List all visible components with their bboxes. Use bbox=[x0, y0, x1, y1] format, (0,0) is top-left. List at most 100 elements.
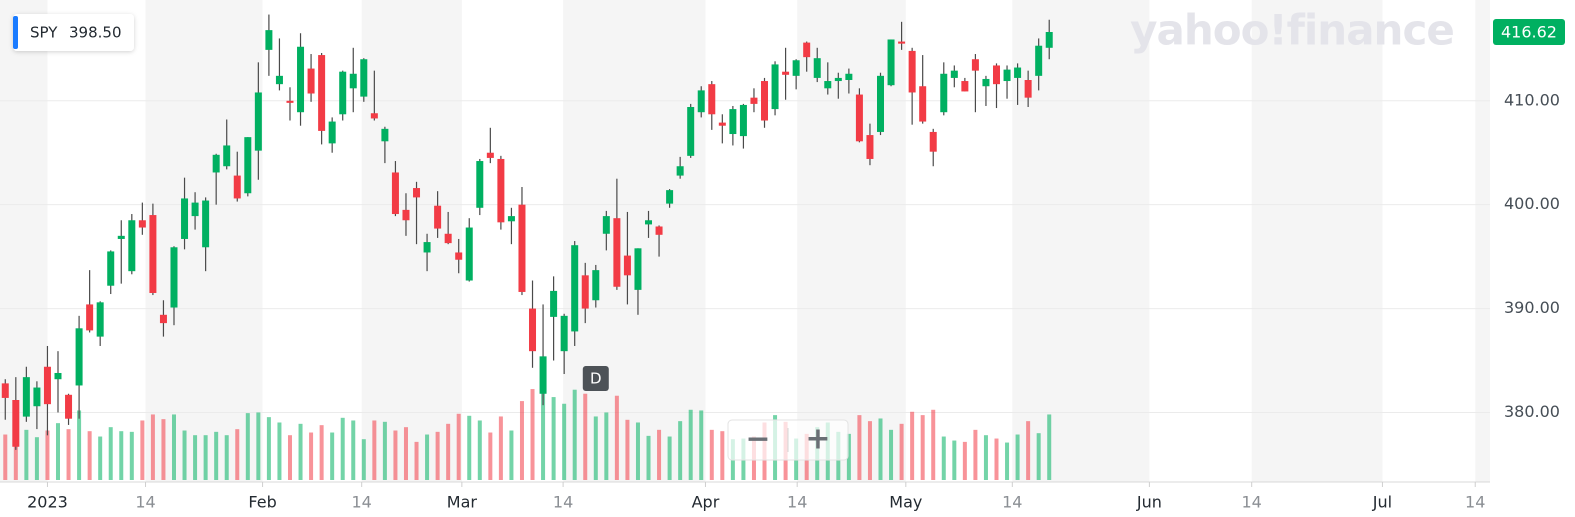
zoom-in-button[interactable]: + bbox=[790, 422, 846, 459]
volume-bar bbox=[456, 413, 461, 480]
volume-bar bbox=[361, 439, 366, 480]
background-bands bbox=[0, 0, 1490, 482]
candle-body bbox=[581, 275, 589, 309]
x-tick-label: 14 bbox=[553, 493, 573, 512]
zoom-out-label[interactable]: − bbox=[745, 422, 770, 457]
volume-bar bbox=[98, 436, 103, 480]
candle-body bbox=[739, 104, 747, 137]
candle-body bbox=[75, 328, 83, 386]
x-tick-label: 14 bbox=[1002, 493, 1022, 512]
volume-bar bbox=[1015, 434, 1020, 480]
candle-body bbox=[571, 245, 579, 332]
volume-bar bbox=[541, 375, 546, 480]
candle-body bbox=[877, 75, 885, 132]
candle-body bbox=[992, 65, 1000, 85]
candle-body bbox=[507, 216, 515, 222]
volume-bar bbox=[488, 432, 493, 480]
volume-bar bbox=[688, 409, 693, 480]
volume-bar bbox=[129, 431, 134, 480]
volume-bar bbox=[983, 435, 988, 480]
candle-body bbox=[1014, 67, 1022, 78]
candle-body bbox=[687, 107, 695, 156]
candle-body bbox=[86, 304, 94, 331]
x-tick-label: Jul bbox=[1372, 493, 1392, 512]
volume-bar bbox=[530, 389, 535, 480]
candle-body bbox=[1045, 32, 1053, 48]
candle-body bbox=[117, 235, 125, 239]
volume-bar bbox=[55, 423, 60, 480]
x-tick-label: Jun bbox=[1136, 493, 1162, 512]
candle-body bbox=[782, 71, 790, 75]
volume-bar bbox=[372, 420, 377, 480]
volume-bar bbox=[256, 412, 261, 480]
candle-body bbox=[391, 172, 399, 215]
candle-body bbox=[866, 135, 874, 159]
candle-body bbox=[159, 314, 167, 324]
x-tick-label: 14 bbox=[1242, 493, 1262, 512]
x-tick-label: 14 bbox=[787, 493, 807, 512]
volume-bar bbox=[13, 423, 18, 480]
candle-body bbox=[813, 58, 821, 78]
zoom-out-button[interactable]: − bbox=[730, 422, 786, 459]
candle-body bbox=[12, 400, 20, 447]
volume-bar bbox=[604, 412, 609, 480]
x-tick-label: Mar bbox=[447, 493, 478, 512]
volume-bar bbox=[709, 429, 714, 480]
volume-bar bbox=[245, 413, 250, 480]
volume-bar bbox=[446, 423, 451, 480]
candle-body bbox=[465, 227, 473, 281]
candle-body bbox=[518, 204, 526, 292]
volume-bar bbox=[425, 434, 430, 480]
candle-body bbox=[43, 366, 51, 405]
last-price-label: 416.62 bbox=[1501, 23, 1557, 42]
candle-body bbox=[919, 86, 927, 122]
candle-body bbox=[666, 190, 674, 204]
volume-bar bbox=[351, 420, 356, 480]
candle-body bbox=[929, 131, 937, 152]
candle-body bbox=[381, 128, 389, 142]
candle-body bbox=[750, 97, 758, 104]
candle-body bbox=[971, 59, 979, 71]
volume-bar bbox=[414, 441, 419, 480]
candle-body bbox=[950, 70, 958, 78]
candle-body bbox=[286, 100, 294, 103]
candle-body bbox=[803, 42, 811, 58]
candle-body bbox=[455, 252, 463, 260]
candle-body bbox=[254, 92, 262, 151]
candle-body bbox=[65, 394, 73, 419]
candle-body bbox=[1024, 80, 1032, 98]
candle-body bbox=[22, 377, 30, 417]
candle-body bbox=[676, 166, 684, 176]
volume-bar bbox=[1005, 442, 1010, 480]
volume-bar bbox=[277, 422, 282, 480]
volume-bar bbox=[846, 433, 851, 480]
x-axis: 2023 14 Feb 14 Mar 14 Apr 14 May 14 Jun 14 Jul 14 bbox=[27, 482, 1485, 512]
watermark: yahoo!finance bbox=[1130, 6, 1454, 55]
candle-body bbox=[1003, 69, 1011, 82]
band bbox=[1251, 0, 1383, 482]
volume-bar bbox=[45, 430, 50, 480]
candle-body bbox=[940, 73, 948, 113]
volume-bar bbox=[562, 403, 567, 480]
candle-body bbox=[423, 242, 431, 253]
zoom-in-label[interactable]: + bbox=[805, 422, 830, 457]
volume-bar bbox=[720, 431, 725, 480]
volume-bar bbox=[583, 393, 588, 480]
volume-bar bbox=[867, 421, 872, 480]
candle-body bbox=[318, 55, 326, 131]
candle-body bbox=[792, 60, 800, 76]
x-tick-label: 14 bbox=[352, 493, 372, 512]
volume-bar bbox=[635, 422, 640, 480]
candle-body bbox=[645, 220, 653, 225]
volume-bar bbox=[435, 431, 440, 480]
volume-bar bbox=[161, 419, 166, 480]
candle-body bbox=[223, 145, 231, 167]
volume-bar bbox=[382, 421, 387, 480]
grid bbox=[0, 100, 1490, 413]
candle-body bbox=[592, 270, 600, 301]
volume-bar bbox=[87, 431, 92, 480]
candle-body bbox=[560, 315, 568, 352]
candle-body bbox=[718, 122, 726, 126]
y-tick-label: 380.00 bbox=[1504, 402, 1560, 421]
candle-body bbox=[107, 251, 115, 286]
